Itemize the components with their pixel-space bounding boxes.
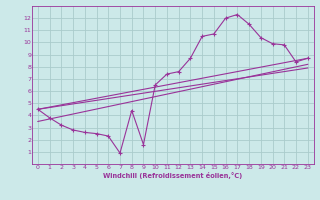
X-axis label: Windchill (Refroidissement éolien,°C): Windchill (Refroidissement éolien,°C) <box>103 172 243 179</box>
